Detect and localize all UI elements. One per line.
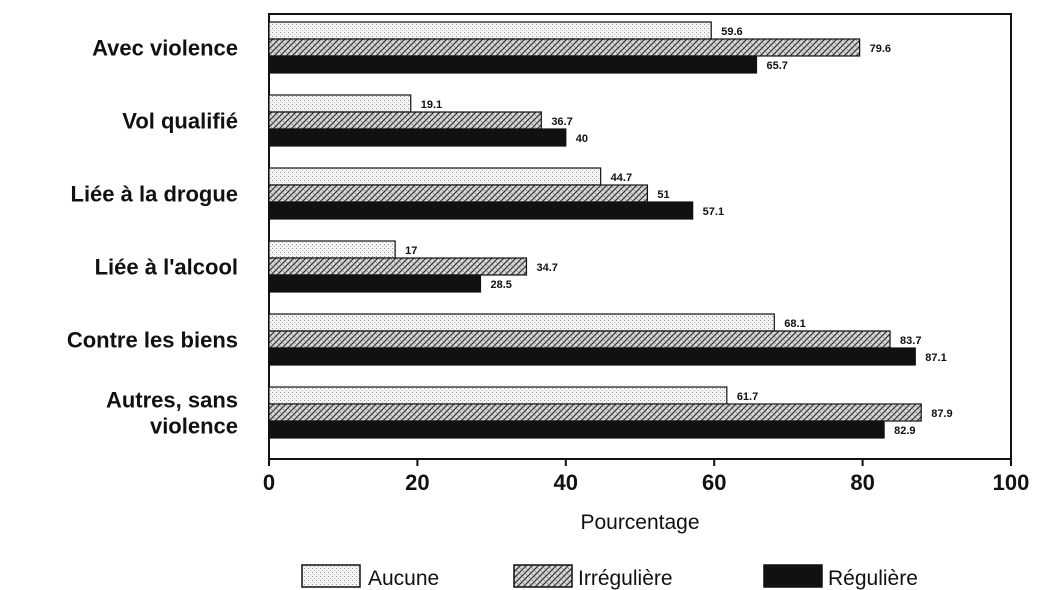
bar-reguliere-2: [268, 201, 694, 220]
bar-irreguliere-0: [268, 38, 861, 57]
data-label: 65.7: [766, 60, 787, 72]
data-label: 44.7: [611, 172, 632, 184]
bar-aucune-0: [268, 21, 712, 40]
x-axis-title: Pourcentage: [580, 511, 699, 534]
data-label: 57.1: [703, 206, 724, 218]
bar-irreguliere-1: [268, 111, 542, 130]
category-label: Avec violence: [92, 36, 238, 61]
bar-aucune-4: [268, 313, 775, 332]
category-label: Autres, sans: [106, 388, 238, 413]
x-axis-ticks: 0 20 40 60 80 100: [263, 459, 1029, 495]
bar-reguliere-5: [268, 420, 885, 439]
bar-aucune-1: [268, 94, 412, 113]
category-label: Contre les biens: [67, 328, 238, 353]
data-label: 19.1: [421, 99, 442, 111]
legend-label-reguliere: Régulière: [828, 567, 918, 590]
plot-frame: [268, 13, 1012, 460]
legend-item-aucune: Aucune: [301, 564, 439, 590]
x-tick-label: 80: [850, 470, 874, 495]
bar-irreguliere-2: [268, 184, 649, 203]
data-label: 87.1: [925, 352, 946, 364]
bar-reguliere-4: [268, 347, 916, 366]
data-label: 28.5: [490, 279, 511, 291]
data-label: 83.7: [900, 335, 921, 347]
data-label: 36.7: [551, 116, 572, 128]
x-tick-label: 40: [554, 470, 578, 495]
category-label: Liée à la drogue: [71, 182, 239, 207]
x-tick-label: 0: [263, 470, 275, 495]
x-tick-label: 60: [702, 470, 726, 495]
legend-label-aucune: Aucune: [368, 567, 439, 590]
data-label: 59.6: [721, 26, 742, 38]
data-label: 51: [657, 189, 669, 201]
bar-aucune-5: [268, 386, 728, 405]
legend-swatch-aucune: [301, 564, 361, 588]
legend-item-irreguliere: Irrégulière: [513, 564, 673, 590]
category-label: Liée à l'alcool: [95, 255, 238, 280]
legend: Aucune Irrégulière Régulière: [301, 564, 918, 590]
x-tick-label: 20: [405, 470, 429, 495]
data-label: 61.7: [737, 391, 758, 403]
legend-label-irreguliere: Irrégulière: [578, 567, 673, 590]
data-label: 40: [576, 133, 588, 145]
bar-aucune-2: [268, 167, 602, 186]
bar-irreguliere-5: [268, 403, 922, 422]
x-tick-label: 100: [993, 470, 1030, 495]
bar-irreguliere-3: [268, 257, 528, 276]
category-labels: Avec violence Vol qualifié Liée à la drogu…: [67, 36, 238, 439]
bar-reguliere-3: [268, 274, 482, 293]
data-labels: 59.6 79.6 65.7 19.1 36.7 40 44.7 51 57.1 17 34.7 28…: [405, 26, 952, 437]
data-label: 82.9: [894, 425, 915, 437]
data-label: 17: [405, 245, 417, 257]
legend-swatch-irreguliere: [513, 564, 573, 588]
data-label: 87.9: [931, 408, 952, 420]
bar-reguliere-1: [268, 128, 567, 147]
bars: [268, 21, 922, 439]
bar-aucune-3: [268, 240, 396, 259]
category-label: Vol qualifié: [122, 109, 238, 134]
legend-swatch-reguliere: [763, 564, 823, 588]
data-label: 34.7: [536, 262, 557, 274]
legend-item-reguliere: Régulière: [763, 564, 918, 590]
data-label: 79.6: [870, 43, 891, 55]
category-label: violence: [150, 414, 238, 439]
bar-reguliere-0: [268, 55, 758, 74]
bar-irreguliere-4: [268, 330, 891, 349]
data-label: 68.1: [784, 318, 805, 330]
